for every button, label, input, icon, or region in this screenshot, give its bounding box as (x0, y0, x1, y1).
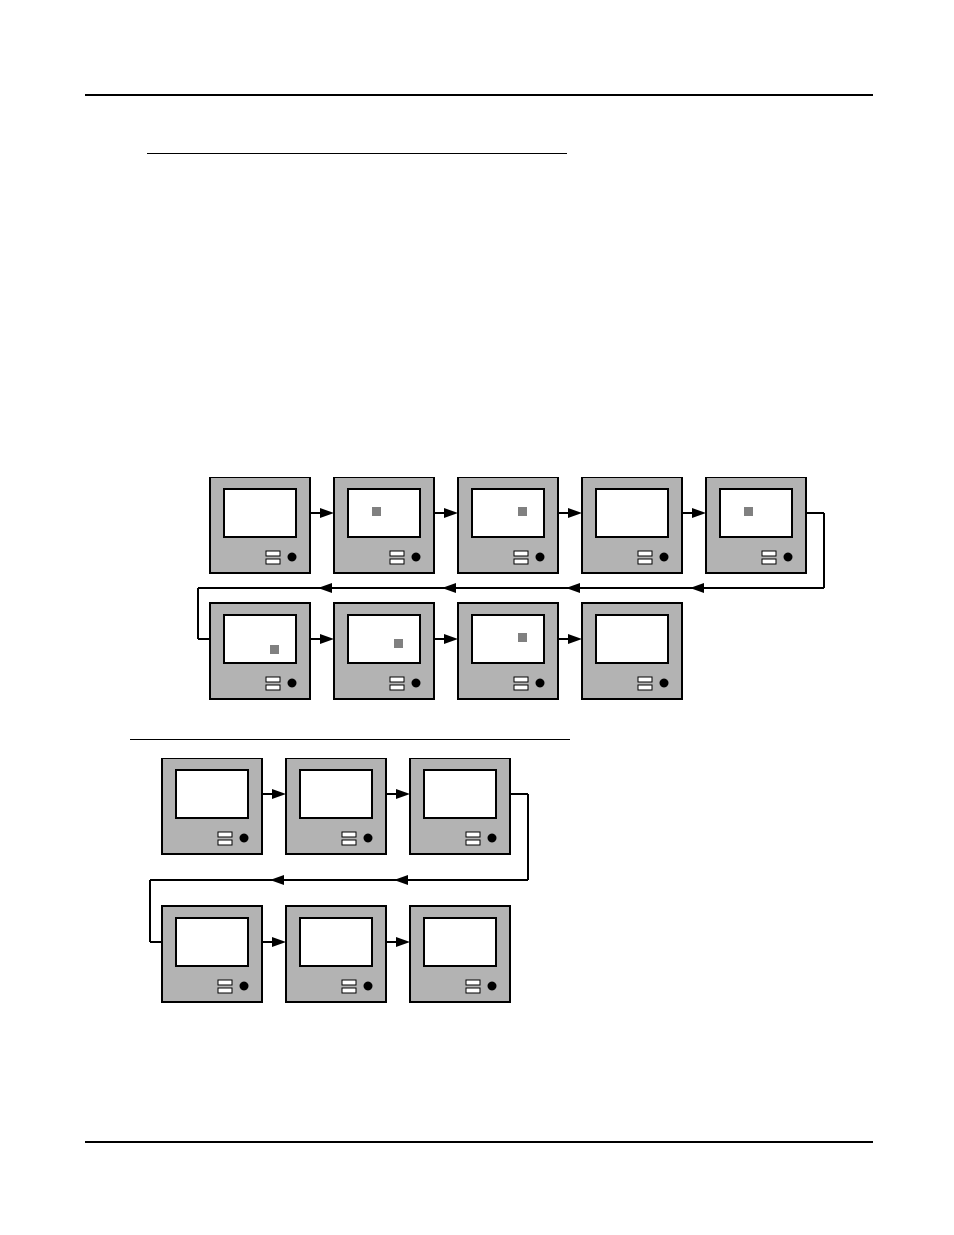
rule-break (130, 739, 570, 740)
diagram-b (146, 758, 536, 1018)
rule-bottom (85, 1141, 873, 1143)
rule-top (85, 94, 873, 96)
diagram-a (194, 477, 832, 703)
page-root (0, 0, 954, 1235)
rule-heading (147, 153, 567, 154)
